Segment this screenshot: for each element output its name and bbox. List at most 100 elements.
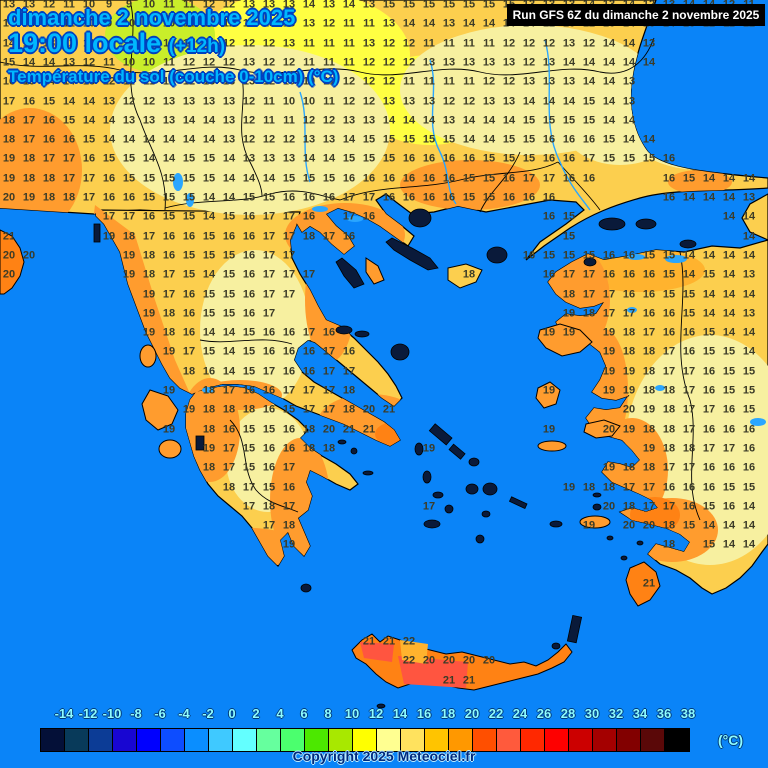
temperature-value: 14 [2, 17, 16, 30]
temperature-value: 15 [302, 172, 316, 185]
temperature-value: 17 [322, 384, 336, 397]
temperature-value: 14 [622, 37, 636, 50]
temperature-value: 13 [22, 17, 36, 30]
temperature-value: 11 [343, 56, 355, 69]
temperature-value: 13 [502, 95, 516, 107]
legend-color-cell [209, 729, 233, 751]
legend-color-cell [401, 729, 425, 751]
temperature-value: 11 [423, 37, 435, 50]
temperature-value: 12 [242, 114, 256, 127]
temperature-value: 15 [522, 114, 536, 127]
temperature-value: 15 [462, 191, 476, 204]
temperature-value: 14 [222, 345, 236, 358]
temperature-value: 12 [362, 75, 376, 88]
temperature-value: 12 [182, 56, 196, 69]
temperature-value: 16 [582, 133, 596, 146]
temperature-value: 14 [142, 133, 156, 146]
temperature-value: 9 [105, 17, 113, 30]
date-title: dimanche 2 novembre 2025 [8, 5, 296, 30]
temperature-value: 16 [82, 152, 96, 165]
temperature-value: 16 [622, 249, 636, 262]
temperature-value: 14 [62, 75, 76, 88]
temperature-value: 14 [2, 37, 16, 50]
temperature-value: 16 [502, 172, 516, 185]
temperature-value: 15 [662, 288, 676, 300]
temperature-value: 16 [242, 230, 256, 243]
temperature-value: 11 [163, 56, 175, 69]
temperature-value: 14 [402, 17, 416, 30]
temperature-value: 14 [642, 133, 656, 146]
temperature-value: 18 [462, 268, 476, 281]
temperature-value: 14 [302, 0, 316, 11]
temperature-value: 16 [202, 365, 216, 378]
temperature-value: 10 [302, 75, 316, 88]
temperature-value: 15 [202, 288, 216, 300]
temperature-value: 12 [222, 56, 236, 69]
temperature-value: 13 [262, 17, 276, 30]
temperature-value: 14 [622, 114, 636, 127]
temperature-value: 14 [702, 191, 716, 204]
temperature-value: 18 [582, 481, 596, 493]
temperature-value: 16 [182, 326, 196, 339]
temperature-value: 15 [182, 191, 196, 204]
temperature-value: 17 [322, 403, 336, 416]
temperature-value: 17 [622, 481, 636, 493]
legend-unit-label: (°C) [718, 732, 744, 748]
temperature-value: 14 [702, 172, 716, 185]
temperature-value: 14 [222, 326, 236, 339]
temperature-value: 16 [382, 191, 396, 204]
temperature-value: 11 [483, 37, 495, 50]
kefalonia-island [141, 389, 179, 431]
temperature-value: 16 [562, 133, 576, 146]
temperature-value: 15 [562, 210, 576, 223]
temperature-value: 15 [102, 152, 116, 165]
temperature-value: 14 [162, 133, 176, 146]
temperature-value: 18 [642, 365, 656, 378]
temperature-value: 13 [642, 37, 656, 50]
temperature-value: 12 [402, 56, 416, 69]
temperature-value: 19 [2, 152, 16, 165]
temperature-value: 9 [125, 0, 133, 11]
temperature-value: 16 [302, 210, 316, 223]
temperature-value: 17 [602, 307, 616, 320]
temperature-value: 17 [282, 230, 296, 243]
temperature-value: 13 [122, 114, 136, 127]
temperature-value: 14 [202, 133, 216, 146]
temperature-value: 14 [682, 268, 696, 281]
legend-color-cell [257, 729, 281, 751]
temperature-value: 15 [722, 345, 736, 358]
temperature-value: 16 [362, 210, 376, 223]
temperature-value: 17 [222, 461, 236, 474]
temperature-value: 17 [282, 500, 296, 513]
temperature-value: 17 [22, 114, 36, 127]
temperature-value: 14 [602, 75, 616, 88]
temperature-value: 15 [382, 152, 396, 165]
temperature-value: 15 [382, 0, 396, 11]
temperature-value: 12 [502, 75, 516, 88]
temperature-value: 15 [642, 249, 656, 262]
temperature-value: 16 [342, 172, 356, 185]
temperature-value: 12 [62, 37, 76, 50]
temperature-value: 15 [642, 152, 656, 165]
temperature-value: 14 [722, 172, 736, 185]
temperature-value: 15 [442, 133, 456, 146]
lesbos-island [537, 323, 593, 357]
temperature-value: 11 [323, 56, 335, 69]
temperature-value: 11 [323, 37, 335, 50]
temperature-value: 13 [242, 75, 256, 88]
temperature-value: 18 [162, 307, 176, 320]
temperature-value: 13 [242, 152, 256, 165]
temperature-value: 9 [105, 0, 113, 11]
temperature-value: 16 [702, 481, 716, 493]
temperature-value: 21 [362, 423, 376, 436]
temperature-value: 11 [163, 0, 175, 11]
temperature-value: 16 [682, 500, 696, 513]
temperature-value: 12 [442, 95, 456, 107]
temperature-value: 13 [362, 0, 376, 11]
temperature-value: 15 [682, 307, 696, 320]
temperature-value: 14 [602, 37, 616, 50]
temperature-value: 16 [542, 210, 556, 223]
temperature-value: 16 [442, 191, 456, 204]
legend-tick-label: 10 [344, 706, 360, 721]
